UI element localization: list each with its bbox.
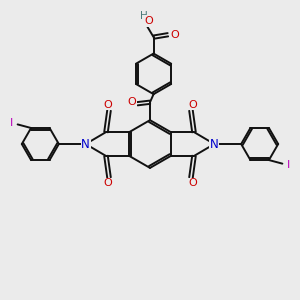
Text: I: I bbox=[9, 118, 13, 128]
Text: N: N bbox=[81, 137, 90, 151]
Text: O: O bbox=[188, 100, 197, 110]
Text: O: O bbox=[144, 16, 153, 26]
Text: O: O bbox=[103, 178, 112, 188]
Text: H: H bbox=[140, 11, 148, 21]
Text: I: I bbox=[287, 160, 291, 170]
Text: O: O bbox=[170, 30, 179, 40]
Text: O: O bbox=[188, 178, 197, 188]
Text: O: O bbox=[127, 97, 136, 107]
Text: N: N bbox=[210, 137, 219, 151]
Text: O: O bbox=[103, 100, 112, 110]
